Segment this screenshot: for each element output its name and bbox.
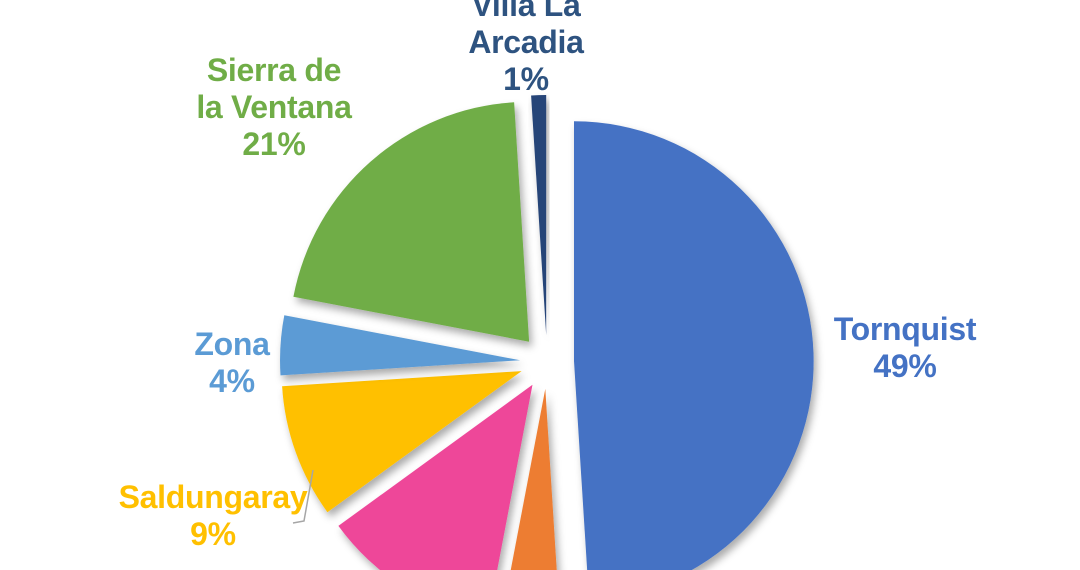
- pie-slice-villa-la-arcadia: [531, 95, 547, 335]
- callout-tornquist-line-1: Tornquist: [833, 311, 977, 347]
- pie-slice-saldungaray: [282, 371, 522, 513]
- callout-villa-line-2: Arcadia: [468, 24, 584, 60]
- pie-slice-cropped-2: [338, 384, 533, 570]
- callout-zona-value: 4%: [209, 363, 255, 399]
- pie-slice-zona: [280, 315, 521, 376]
- callout-villa-la-arcadia: Villa La Arcadia 1%: [416, 0, 636, 98]
- saldungaray-leader-line: [292, 469, 314, 524]
- callout-zona-line-1: Zona: [194, 326, 270, 362]
- callout-sierra-line-2: la Ventana: [196, 89, 352, 125]
- callout-saldungaray: Saldungaray 9%: [83, 479, 343, 553]
- callout-saldungaray-line-1: Saldungaray: [118, 479, 308, 515]
- callout-zona: Zona 4%: [152, 326, 312, 400]
- pie-slice-tornquist: [574, 121, 814, 570]
- callout-sierra-value: 21%: [242, 126, 306, 162]
- pie-slice-sierra-de-la-ventana: [293, 102, 530, 342]
- pie-slices-group: [280, 95, 814, 570]
- pie-slice-cropped-1: [510, 388, 557, 570]
- callout-tornquist-value: 49%: [873, 348, 937, 384]
- callout-tornquist: Tornquist 49%: [795, 311, 1015, 385]
- callout-villa-value: 1%: [503, 61, 549, 97]
- callout-sierra-line-1: Sierra de: [206, 52, 342, 88]
- callout-sierra-de-la-ventana: Sierra de la Ventana 21%: [154, 52, 394, 163]
- callout-saldungaray-value: 9%: [190, 516, 236, 552]
- callout-villa-line-1: Villa La: [471, 0, 581, 23]
